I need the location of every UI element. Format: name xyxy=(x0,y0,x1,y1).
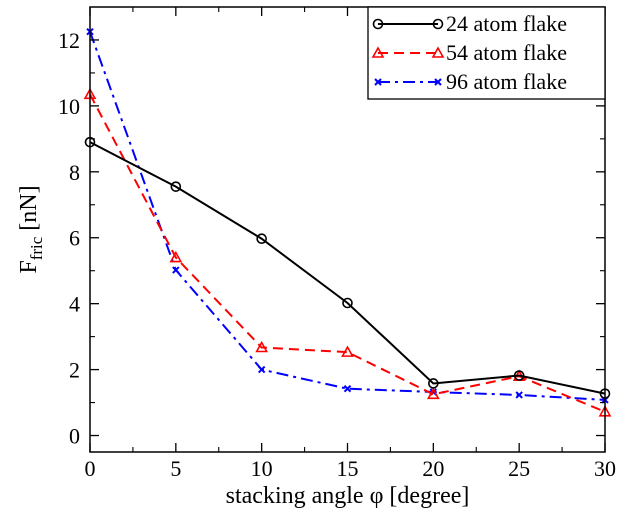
y-axis-label: Ffric [nN] xyxy=(16,185,46,273)
x-tick-label: 10 xyxy=(251,456,273,481)
x-tick-label: 25 xyxy=(508,456,530,481)
y-tick-label: 10 xyxy=(58,94,80,119)
y-axis-label-main: F xyxy=(16,260,42,273)
x-tick-label: 0 xyxy=(85,456,96,481)
series-line-2 xyxy=(90,94,605,411)
y-tick-label: 2 xyxy=(69,358,80,383)
data-point-3 xyxy=(345,386,351,392)
legend-label-1: 24 atom flake xyxy=(446,11,567,36)
legend-label-2: 54 atom flake xyxy=(446,40,567,65)
x-tick-label: 5 xyxy=(170,456,181,481)
y-tick-label: 4 xyxy=(69,292,80,317)
x-tick-label: 15 xyxy=(337,456,359,481)
x-tick-label: 20 xyxy=(422,456,444,481)
y-tick-label: 12 xyxy=(58,28,80,53)
y-tick-label: 0 xyxy=(69,424,80,449)
legend-label-3: 96 atom flake xyxy=(446,69,567,94)
data-point-2 xyxy=(428,389,438,398)
y-tick-label: 8 xyxy=(69,160,80,185)
y-tick-label: 6 xyxy=(69,226,80,251)
y-axis-label-unit: [nN] xyxy=(16,185,42,236)
legend: 24 atom flake 54 atom flake 96 atom flake xyxy=(368,7,605,99)
x-axis-label: stacking angle φ [degree] xyxy=(226,483,470,509)
y-axis-label-sub: fric xyxy=(27,236,46,260)
x-tick-label: 30 xyxy=(594,456,616,481)
